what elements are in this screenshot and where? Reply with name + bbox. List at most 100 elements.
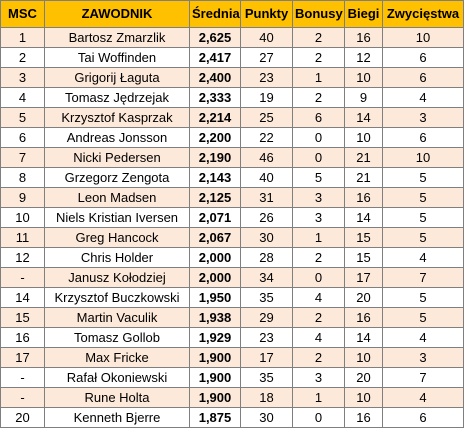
cell-zwyciestwa: 5 xyxy=(382,307,464,328)
cell-punkty: 35 xyxy=(240,367,293,388)
cell-bonusy: 3 xyxy=(292,187,345,208)
cell-zwyciestwa: 5 xyxy=(382,207,464,228)
header-srednia: Średnia xyxy=(189,0,241,28)
cell-msc: 2 xyxy=(0,47,45,68)
table-header: MSC ZAWODNIK Średnia Punkty Bonusy Biegi… xyxy=(0,0,464,28)
cell-biegi: 14 xyxy=(344,207,383,228)
cell-bonusy: 0 xyxy=(292,267,345,288)
table-body: 1 Bartosz Zmarzlik 2,625 40 2 16 10 2 Tai Woffin… xyxy=(0,27,464,428)
cell-punkty: 25 xyxy=(240,107,293,128)
table-row: 11 Greg Hancock 2,067 30 1 15 5 xyxy=(0,227,464,248)
table-row: 15 Martin Vaculik 1,938 29 2 16 5 xyxy=(0,307,464,328)
cell-zawodnik: Tomasz Gollob xyxy=(44,327,190,348)
cell-biegi: 10 xyxy=(344,127,383,148)
cell-biegi: 16 xyxy=(344,407,383,428)
cell-zawodnik: Grigorij Łaguta xyxy=(44,67,190,88)
cell-srednia: 1,938 xyxy=(189,307,241,328)
cell-punkty: 18 xyxy=(240,387,293,408)
cell-srednia: 2,071 xyxy=(189,207,241,228)
table-row: 8 Grzegorz Zengota 2,143 40 5 21 5 xyxy=(0,167,464,188)
cell-biegi: 12 xyxy=(344,47,383,68)
table-row: 4 Tomasz Jędrzejak 2,333 19 2 9 4 xyxy=(0,87,464,108)
cell-punkty: 28 xyxy=(240,247,293,268)
cell-zwyciestwa: 5 xyxy=(382,227,464,248)
cell-biegi: 10 xyxy=(344,67,383,88)
cell-bonusy: 2 xyxy=(292,307,345,328)
cell-zwyciestwa: 5 xyxy=(382,187,464,208)
cell-punkty: 46 xyxy=(240,147,293,168)
cell-punkty: 34 xyxy=(240,267,293,288)
cell-bonusy: 4 xyxy=(292,287,345,308)
cell-punkty: 19 xyxy=(240,87,293,108)
cell-zwyciestwa: 3 xyxy=(382,107,464,128)
cell-msc: 11 xyxy=(0,227,45,248)
cell-bonusy: 2 xyxy=(292,27,345,48)
cell-msc: 20 xyxy=(0,407,45,428)
cell-srednia: 1,900 xyxy=(189,347,241,368)
cell-msc: - xyxy=(0,387,45,408)
cell-zawodnik: Rafał Okoniewski xyxy=(44,367,190,388)
cell-srednia: 1,900 xyxy=(189,367,241,388)
cell-msc: 9 xyxy=(0,187,45,208)
table-row: 5 Krzysztof Kasprzak 2,214 25 6 14 3 xyxy=(0,107,464,128)
cell-bonusy: 0 xyxy=(292,147,345,168)
cell-punkty: 35 xyxy=(240,287,293,308)
cell-bonusy: 5 xyxy=(292,167,345,188)
table-row: 17 Max Fricke 1,900 17 2 10 3 xyxy=(0,347,464,368)
cell-msc: 5 xyxy=(0,107,45,128)
cell-bonusy: 1 xyxy=(292,387,345,408)
cell-bonusy: 3 xyxy=(292,207,345,228)
cell-srednia: 2,200 xyxy=(189,127,241,148)
cell-zwyciestwa: 6 xyxy=(382,407,464,428)
cell-bonusy: 1 xyxy=(292,227,345,248)
cell-zwyciestwa: 4 xyxy=(382,387,464,408)
cell-msc: - xyxy=(0,367,45,388)
cell-bonusy: 2 xyxy=(292,87,345,108)
cell-msc: 8 xyxy=(0,167,45,188)
cell-punkty: 40 xyxy=(240,27,293,48)
cell-zwyciestwa: 10 xyxy=(382,147,464,168)
header-biegi: Biegi xyxy=(344,0,383,28)
cell-zawodnik: Rune Holta xyxy=(44,387,190,408)
cell-punkty: 30 xyxy=(240,407,293,428)
cell-biegi: 16 xyxy=(344,187,383,208)
cell-msc: 3 xyxy=(0,67,45,88)
cell-srednia: 2,625 xyxy=(189,27,241,48)
cell-zwyciestwa: 4 xyxy=(382,247,464,268)
cell-srednia: 2,125 xyxy=(189,187,241,208)
cell-bonusy: 4 xyxy=(292,327,345,348)
cell-punkty: 22 xyxy=(240,127,293,148)
cell-zwyciestwa: 3 xyxy=(382,347,464,368)
cell-biegi: 17 xyxy=(344,267,383,288)
cell-zawodnik: Max Fricke xyxy=(44,347,190,368)
header-zwyciestwa: Zwycięstwa xyxy=(382,0,464,28)
cell-bonusy: 1 xyxy=(292,67,345,88)
table-row: 9 Leon Madsen 2,125 31 3 16 5 xyxy=(0,187,464,208)
cell-srednia: 2,417 xyxy=(189,47,241,68)
cell-zawodnik: Bartosz Zmarzlik xyxy=(44,27,190,48)
cell-zawodnik: Martin Vaculik xyxy=(44,307,190,328)
cell-punkty: 27 xyxy=(240,47,293,68)
cell-bonusy: 0 xyxy=(292,127,345,148)
table-row: 7 Nicki Pedersen 2,190 46 0 21 10 xyxy=(0,147,464,168)
cell-srednia: 1,950 xyxy=(189,287,241,308)
cell-zwyciestwa: 6 xyxy=(382,67,464,88)
cell-zawodnik: Kenneth Bjerre xyxy=(44,407,190,428)
cell-srednia: 1,929 xyxy=(189,327,241,348)
cell-zawodnik: Greg Hancock xyxy=(44,227,190,248)
cell-biegi: 21 xyxy=(344,167,383,188)
cell-punkty: 31 xyxy=(240,187,293,208)
cell-biegi: 10 xyxy=(344,347,383,368)
cell-zwyciestwa: 4 xyxy=(382,327,464,348)
header-punkty: Punkty xyxy=(240,0,293,28)
cell-biegi: 14 xyxy=(344,327,383,348)
cell-bonusy: 2 xyxy=(292,47,345,68)
cell-srednia: 1,900 xyxy=(189,387,241,408)
cell-biegi: 14 xyxy=(344,107,383,128)
table-row: 10 Niels Kristian Iversen 2,071 26 3 14 5 xyxy=(0,207,464,228)
cell-zawodnik: Chris Holder xyxy=(44,247,190,268)
cell-zwyciestwa: 4 xyxy=(382,87,464,108)
cell-msc: - xyxy=(0,267,45,288)
cell-srednia: 1,875 xyxy=(189,407,241,428)
table-row: 14 Krzysztof Buczkowski 1,950 35 4 20 5 xyxy=(0,287,464,308)
